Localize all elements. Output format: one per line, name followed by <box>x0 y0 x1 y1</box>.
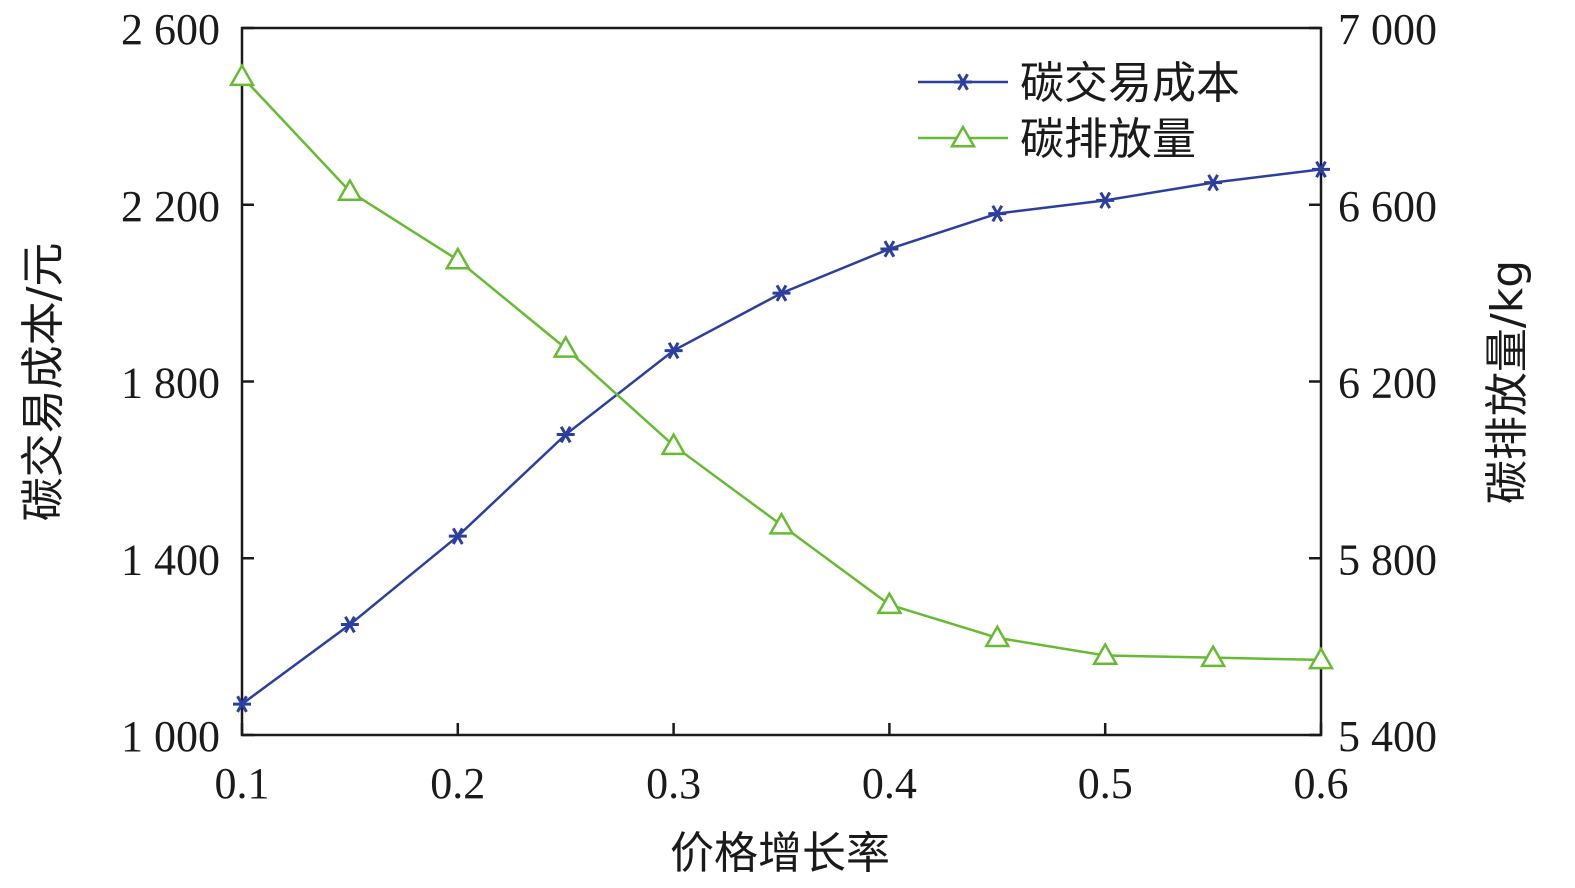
data-point <box>984 624 1011 648</box>
data-point <box>1307 646 1335 670</box>
x-tick-label: 0.4 <box>862 759 917 808</box>
data-point <box>1312 160 1330 178</box>
legend-triangle <box>949 124 977 148</box>
legend-marker-carbon-emission <box>949 124 977 148</box>
right-y-tick-label: 6 600 <box>1338 182 1437 231</box>
series-layer <box>228 63 1335 713</box>
data-point <box>228 63 256 87</box>
asterisk-stroke <box>1099 191 1111 209</box>
data-point <box>660 432 687 456</box>
left-y-tick-label: 1 800 <box>121 359 220 408</box>
right-y-tick-label: 5 800 <box>1338 535 1437 584</box>
x-tick-label: 0.1 <box>215 759 270 808</box>
x-tick-label: 0.3 <box>646 759 701 808</box>
ticks: 0.1 0.2 0.3 0.4 0.5 0.6 1 000 1 400 1 800 2 200 2 … <box>121 5 1437 808</box>
data-point <box>556 425 575 444</box>
asterisk-stroke <box>775 284 788 302</box>
data-point <box>1096 191 1115 209</box>
asterisk-stroke <box>667 342 680 360</box>
x-tick-label: 0.6 <box>1294 759 1349 808</box>
right-y-tick-label: 5 400 <box>1338 712 1437 761</box>
left-y-axis-title: 碳交易成本/元 <box>18 243 69 522</box>
data-point <box>340 615 359 634</box>
asterisk-stroke <box>1315 160 1327 178</box>
x-tick-label: 0.5 <box>1078 759 1133 808</box>
asterisk-stroke <box>883 240 896 258</box>
right-y-axis-title: 碳排放量/kg <box>1482 260 1533 504</box>
asterisk-stroke <box>236 695 248 713</box>
asterisk-stroke <box>1207 174 1219 192</box>
data-point <box>880 240 899 258</box>
data-point <box>664 342 683 360</box>
data-point <box>876 591 903 615</box>
asterisk-stroke <box>452 527 464 545</box>
asterisk-stroke <box>559 425 572 444</box>
data-point <box>768 511 795 535</box>
legend-asterisk <box>954 73 972 91</box>
data-point <box>444 246 471 270</box>
data-point <box>336 177 364 201</box>
data-point <box>1204 174 1223 192</box>
left-y-tick-label: 2 600 <box>121 5 220 54</box>
series-line-0 <box>241 168 1322 706</box>
left-y-tick-label: 2 200 <box>121 182 220 231</box>
x-axis-title: 价格增长率 <box>670 828 890 879</box>
data-point <box>1199 644 1227 668</box>
right-y-tick-label: 6 200 <box>1338 359 1437 408</box>
asterisk-stroke <box>344 615 356 634</box>
legend-label-carbon-cost: 碳交易成本 <box>1020 58 1240 109</box>
left-y-tick-label: 1 400 <box>121 535 220 584</box>
asterisk-stroke <box>991 205 1004 223</box>
legend: 碳交易成本 碳排放量 <box>918 58 1240 165</box>
data-point <box>1092 641 1119 665</box>
data-point <box>448 527 467 545</box>
data-point <box>552 334 579 358</box>
asterisk-stroke <box>957 73 969 91</box>
right-y-tick-label: 7 000 <box>1338 5 1437 54</box>
legend-label-carbon-emission: 碳排放量 <box>1020 114 1196 165</box>
left-y-tick-label: 1 000 <box>121 712 220 761</box>
data-point <box>772 284 791 302</box>
data-point <box>988 205 1007 223</box>
legend-marker-carbon-cost <box>954 73 972 91</box>
x-tick-label: 0.2 <box>430 759 485 808</box>
data-point <box>233 695 251 713</box>
